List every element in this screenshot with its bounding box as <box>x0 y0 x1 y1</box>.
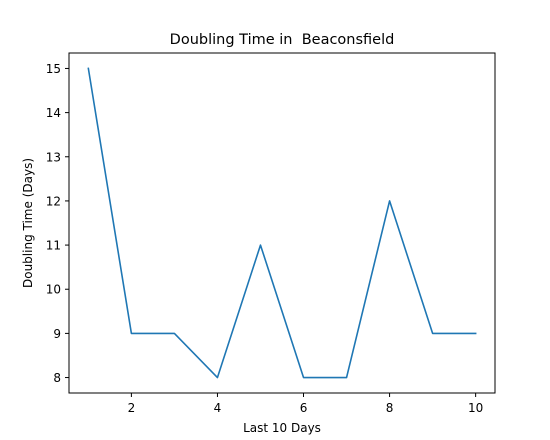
plot-area <box>68 52 496 394</box>
y-tick-label: 14 <box>46 106 61 120</box>
y-tick-label: 13 <box>46 150 61 164</box>
y-tick-label: 9 <box>53 327 61 341</box>
y-tick-label: 12 <box>46 194 61 208</box>
x-axis: 2 4 6 8 10 <box>128 393 483 415</box>
y-tick-label: 11 <box>46 239 61 253</box>
y-tick-label: 10 <box>46 283 61 297</box>
x-tick-label: 10 <box>468 401 483 415</box>
x-tick-label: 2 <box>128 401 136 415</box>
y-axis-label: Doubling Time (Days) <box>21 158 35 288</box>
y-axis: 8 9 10 11 12 13 14 15 <box>46 62 69 385</box>
x-tick-label: 8 <box>386 401 394 415</box>
axes-frame <box>68 52 496 394</box>
series-line <box>87 67 477 379</box>
chart-title: Doubling Time in Beaconsfield <box>170 32 395 48</box>
x-axis-label: Last 10 Days <box>243 421 321 435</box>
y-tick-label: 15 <box>46 62 61 76</box>
x-tick-label: 4 <box>214 401 222 415</box>
x-tick-label: 6 <box>300 401 308 415</box>
y-tick-label: 8 <box>53 371 61 385</box>
